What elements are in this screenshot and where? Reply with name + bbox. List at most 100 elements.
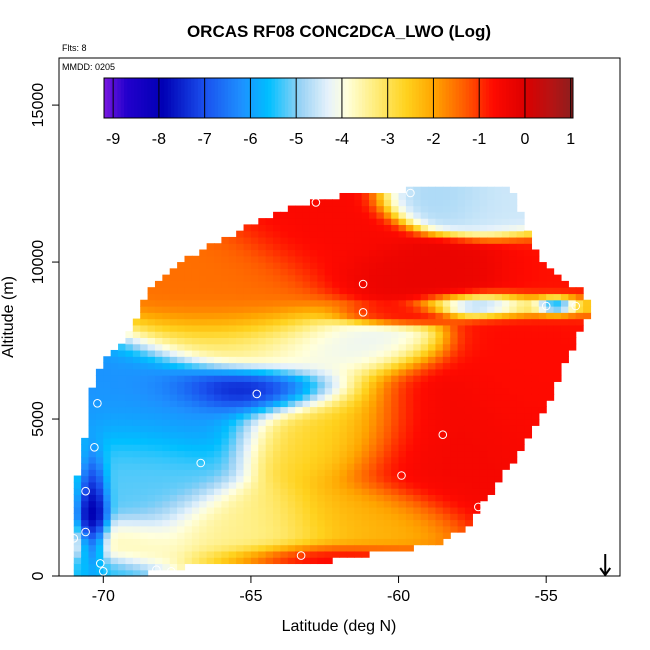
heatmap-cell bbox=[309, 500, 318, 508]
heatmap-cell bbox=[391, 519, 400, 527]
heatmap-cell bbox=[369, 268, 378, 276]
heatmap-cell bbox=[273, 349, 282, 357]
heatmap-cell bbox=[221, 525, 230, 533]
heatmap-cell bbox=[214, 506, 222, 514]
heatmap-cell bbox=[472, 293, 481, 301]
heatmap-cell bbox=[250, 274, 259, 282]
heatmap-cell bbox=[516, 287, 525, 295]
heatmap-cell bbox=[147, 488, 156, 495]
heatmap-cell bbox=[206, 268, 215, 276]
heatmap-cell bbox=[177, 431, 186, 439]
heatmap-cell bbox=[428, 199, 437, 207]
heatmap-cell bbox=[413, 538, 422, 546]
heatmap-cell bbox=[118, 343, 127, 351]
heatmap-cell bbox=[199, 431, 208, 439]
heatmap-cell bbox=[361, 199, 370, 207]
heatmap-cell bbox=[317, 506, 326, 514]
heatmap-cell bbox=[450, 494, 459, 502]
heatmap-cell bbox=[317, 224, 326, 232]
heatmap-cell bbox=[309, 419, 318, 426]
heatmap-cell bbox=[435, 375, 444, 382]
heatmap-cell bbox=[376, 205, 385, 213]
heatmap-cell bbox=[287, 469, 296, 477]
heatmap-cell bbox=[302, 306, 311, 313]
heatmap-cell bbox=[236, 356, 245, 364]
heatmap-cell bbox=[457, 249, 466, 257]
heatmap-cell bbox=[442, 419, 451, 426]
heatmap-cell bbox=[265, 224, 274, 232]
heatmap-cell bbox=[398, 494, 407, 502]
colorbar-segment bbox=[351, 78, 356, 118]
heatmap-cell bbox=[339, 425, 348, 433]
heatmap-cell bbox=[236, 532, 245, 539]
heatmap-cell bbox=[324, 331, 333, 339]
heatmap-cell bbox=[287, 437, 296, 445]
heatmap-cell bbox=[265, 488, 274, 495]
heatmap-cell bbox=[420, 532, 429, 539]
heatmap-cell bbox=[428, 500, 437, 508]
heatmap-cell bbox=[391, 393, 400, 401]
heatmap-cell bbox=[317, 362, 326, 370]
heatmap-cell bbox=[295, 274, 304, 282]
colorbar-tick-label: -6 bbox=[243, 131, 257, 148]
heatmap-cell bbox=[464, 331, 473, 339]
heatmap-cell bbox=[154, 356, 163, 364]
heatmap-cell bbox=[236, 475, 245, 483]
heatmap-cell bbox=[191, 312, 200, 320]
heatmap-cell bbox=[258, 349, 267, 357]
heatmap-cell bbox=[162, 362, 171, 370]
colorbar-segment bbox=[499, 78, 504, 118]
heatmap-cell bbox=[177, 318, 186, 326]
heatmap-cell bbox=[177, 462, 186, 470]
heatmap-cell bbox=[354, 280, 363, 288]
heatmap-cell bbox=[280, 255, 289, 263]
heatmap-cell bbox=[287, 356, 296, 364]
heatmap-cell bbox=[162, 481, 171, 489]
heatmap-cell bbox=[457, 218, 466, 225]
heatmap-cell bbox=[332, 324, 341, 332]
heatmap-cell bbox=[214, 387, 222, 395]
colorbar-segment bbox=[335, 78, 339, 118]
heatmap-cell bbox=[184, 274, 193, 282]
heatmap-cell bbox=[324, 494, 333, 502]
heatmap-cell bbox=[339, 506, 348, 514]
heatmap-cell bbox=[516, 444, 525, 452]
heatmap-cell bbox=[110, 500, 119, 508]
heatmap-cell bbox=[184, 412, 193, 420]
heatmap-cell bbox=[221, 444, 230, 452]
heatmap-cell bbox=[103, 513, 112, 521]
heatmap-cell bbox=[177, 268, 186, 276]
heatmap-cell bbox=[147, 400, 156, 408]
heatmap-cell bbox=[221, 419, 230, 426]
heatmap-cell bbox=[206, 343, 215, 351]
heatmap-cell bbox=[457, 450, 466, 458]
heatmap-cell bbox=[442, 356, 451, 364]
heatmap-cell bbox=[125, 450, 134, 458]
heatmap-cell bbox=[214, 462, 222, 470]
heatmap-cell bbox=[332, 406, 341, 414]
heatmap-cell bbox=[162, 331, 171, 339]
heatmap-cell bbox=[442, 280, 451, 288]
heatmap-cell bbox=[332, 425, 341, 433]
heatmap-cell bbox=[405, 475, 414, 483]
heatmap-cell bbox=[309, 324, 318, 332]
heatmap-cell bbox=[531, 249, 540, 257]
heatmap-cell bbox=[442, 199, 451, 207]
heatmap-cell bbox=[354, 268, 363, 276]
heatmap-cell bbox=[191, 287, 200, 295]
heatmap-cell bbox=[575, 312, 584, 320]
heatmap-cell bbox=[103, 387, 112, 395]
heatmap-cell bbox=[273, 368, 282, 376]
heatmap-cell bbox=[428, 513, 437, 521]
heatmap-cell bbox=[450, 236, 459, 244]
heatmap-cell bbox=[118, 456, 127, 464]
heatmap-cell bbox=[162, 381, 171, 389]
heatmap-cell bbox=[494, 425, 503, 433]
heatmap-cell bbox=[428, 255, 437, 263]
heatmap-cell bbox=[369, 425, 378, 433]
heatmap-cell bbox=[428, 381, 437, 389]
heatmap-cell bbox=[487, 312, 496, 320]
heatmap-cell bbox=[103, 444, 112, 452]
heatmap-cell bbox=[346, 412, 355, 420]
heatmap-cell bbox=[302, 412, 311, 420]
